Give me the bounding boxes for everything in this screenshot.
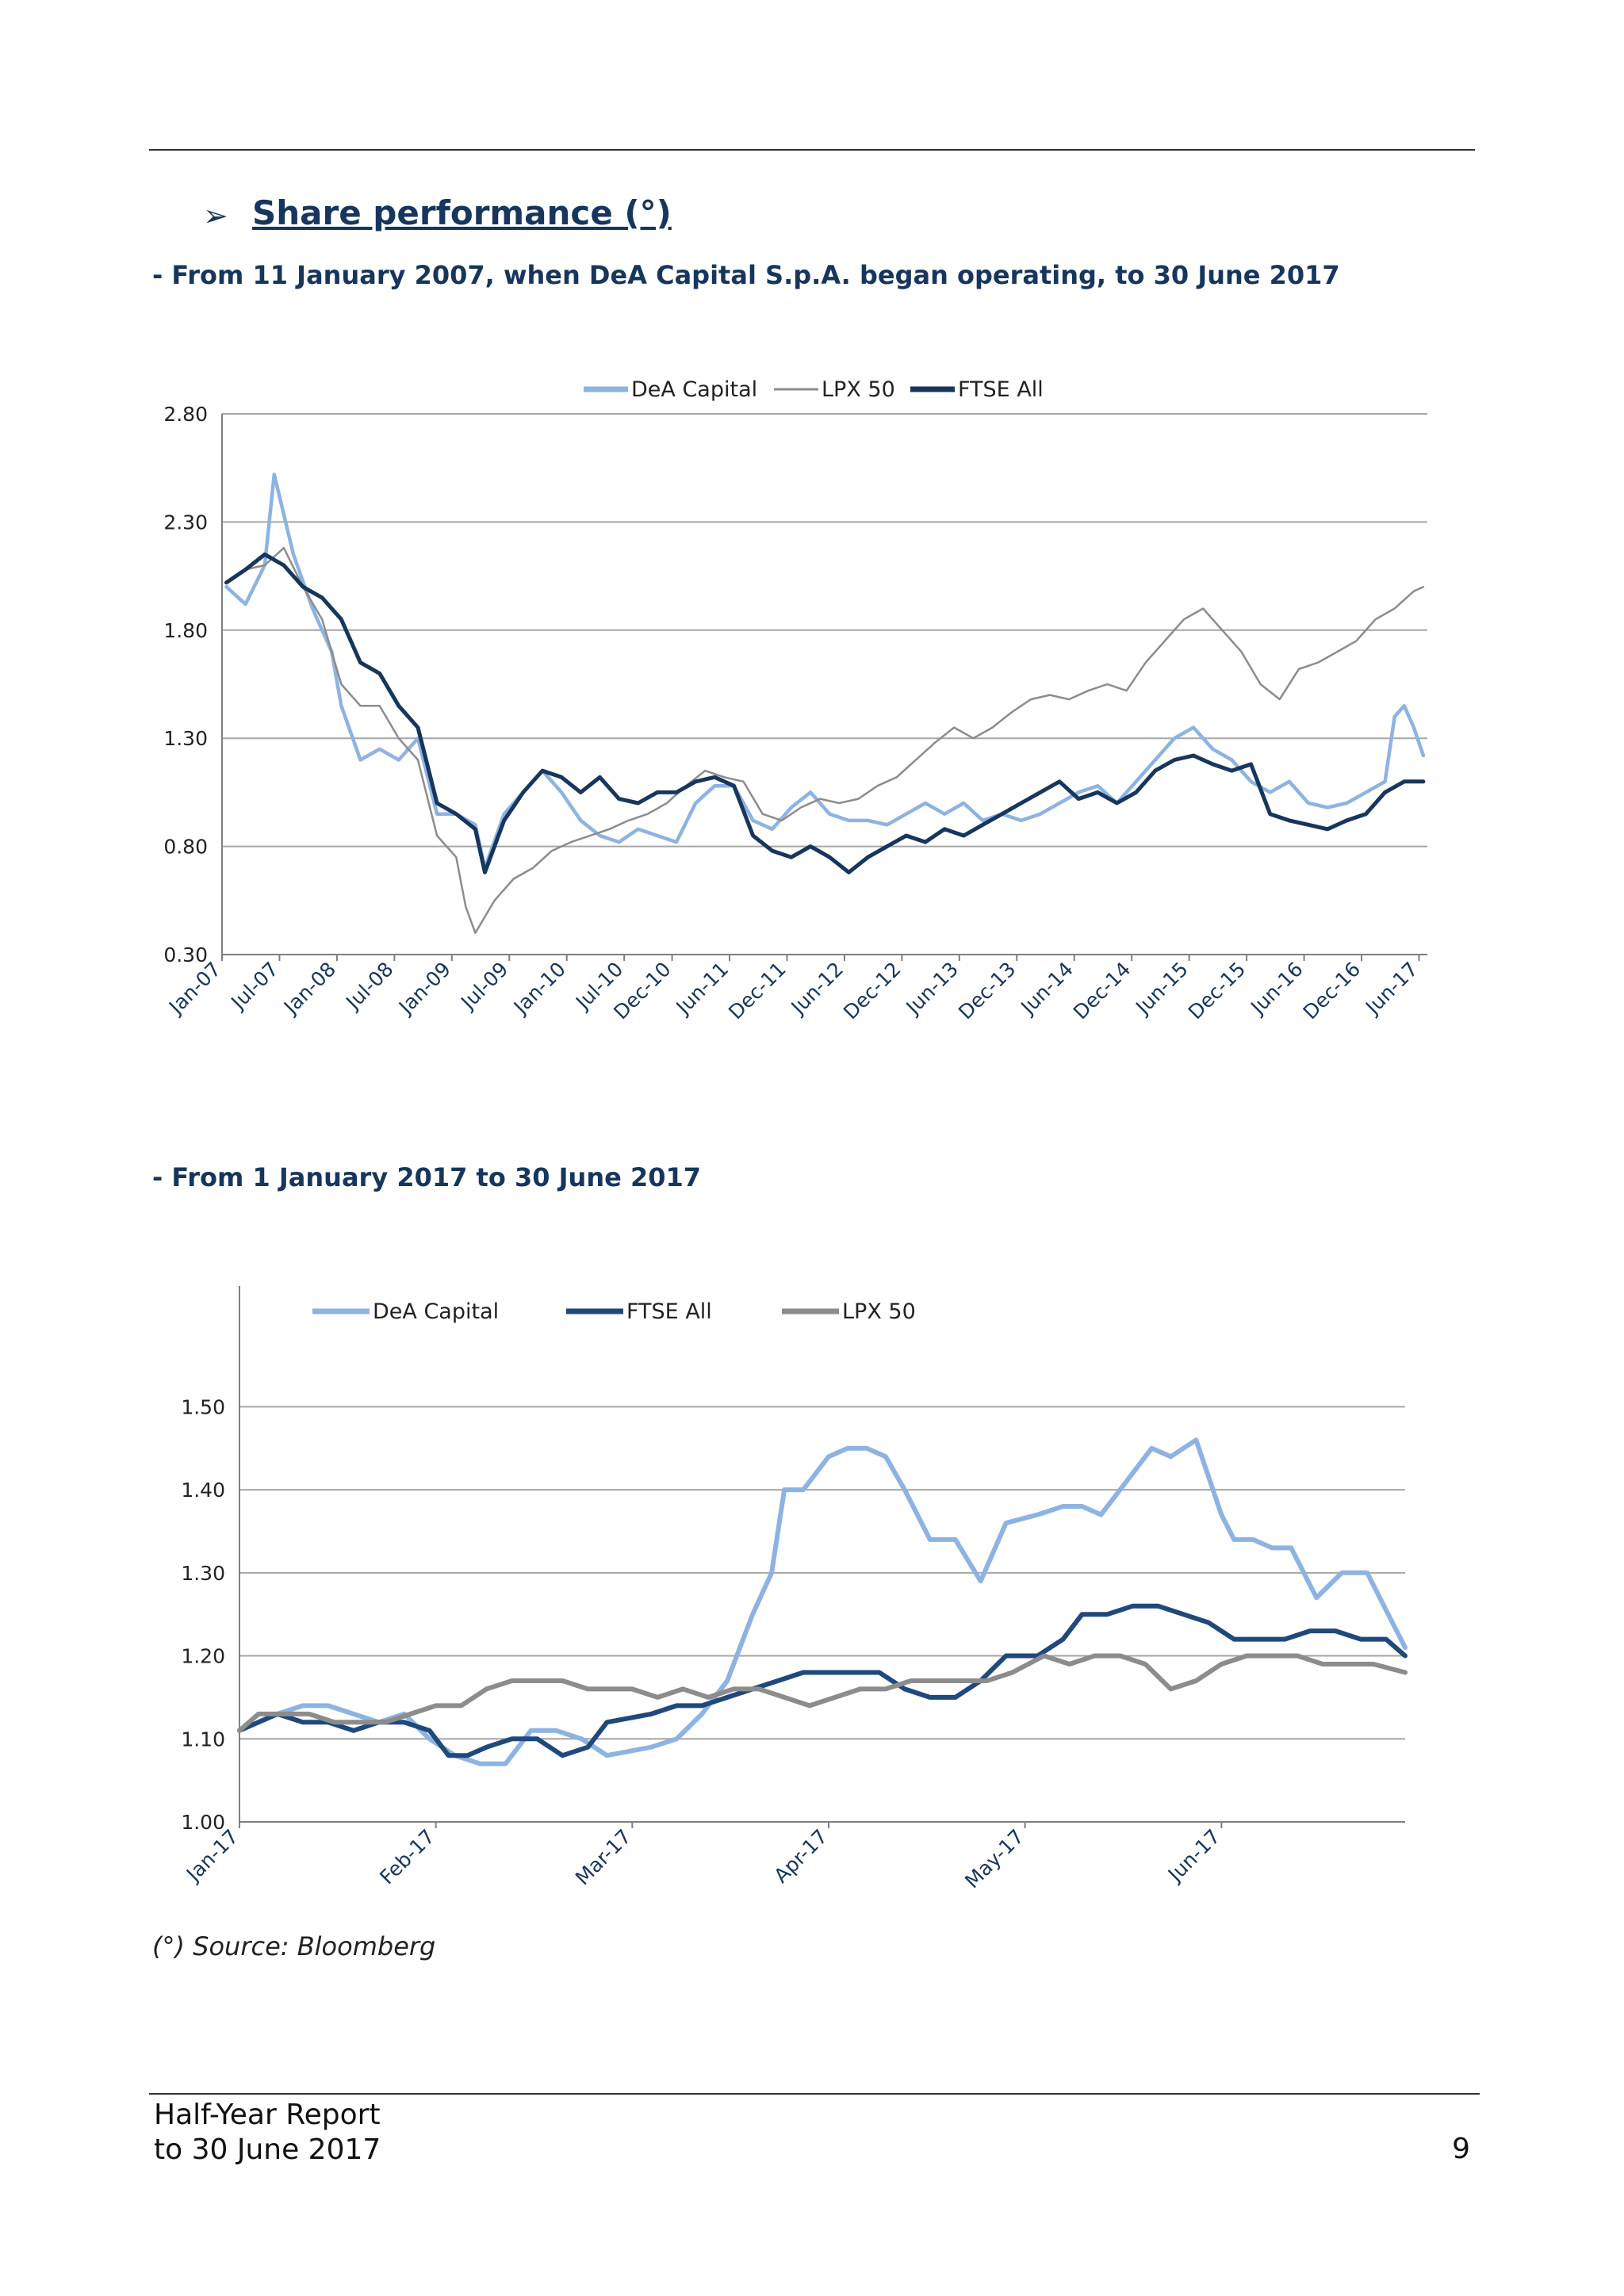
legend-label-ftse-all: FTSE All bbox=[626, 1299, 712, 1324]
y-tick-label: 2.30 bbox=[163, 511, 208, 534]
y-tick-label: 1.40 bbox=[181, 1479, 225, 1502]
x-tick-label: Dec-13 bbox=[954, 958, 1021, 1024]
x-tick-label: Jun-12 bbox=[786, 958, 848, 1020]
legend-label-lpx-50: LPX 50 bbox=[842, 1299, 916, 1324]
x-tick-label: Jun-17 bbox=[1162, 1825, 1224, 1887]
chart1-subtitle: - From 11 January 2007, when DeA Capital… bbox=[152, 260, 1340, 290]
y-tick-label: 2.80 bbox=[163, 403, 208, 426]
footer-line-1: Half-Year Report bbox=[154, 2099, 381, 2131]
legend-label-lpx-50: LPX 50 bbox=[822, 377, 895, 402]
x-tick-label: Apr-17 bbox=[769, 1825, 832, 1888]
x-tick-label: Jul-07 bbox=[226, 958, 283, 1015]
x-tick-label: Dec-14 bbox=[1069, 958, 1136, 1024]
y-tick-label: 0.80 bbox=[163, 836, 208, 859]
y-tick-label: 1.10 bbox=[181, 1728, 225, 1751]
bottom-rule bbox=[149, 2093, 1480, 2095]
y-tick-label: 1.30 bbox=[163, 727, 208, 750]
section-heading: Share performance (°) bbox=[252, 193, 672, 232]
legend-label-ftse-all: FTSE All bbox=[958, 377, 1044, 402]
x-tick-label: Dec-12 bbox=[839, 958, 906, 1024]
source-note: (°) Source: Bloomberg bbox=[152, 1931, 436, 1961]
x-tick-label: Dec-11 bbox=[724, 958, 791, 1024]
x-tick-label: Jan-10 bbox=[508, 958, 570, 1020]
series-line-dea-capital bbox=[224, 473, 1426, 871]
x-tick-label: Mar-17 bbox=[571, 1825, 636, 1890]
x-tick-label: Jun-11 bbox=[671, 958, 733, 1020]
footer-line-2: to 30 June 2017 bbox=[154, 2133, 381, 2166]
x-tick-label: Dec-15 bbox=[1184, 958, 1251, 1024]
series-line-lpx-50 bbox=[225, 546, 1425, 934]
x-tick-label: Jun-16 bbox=[1245, 958, 1307, 1020]
x-tick-label: Jun-17 bbox=[1360, 958, 1422, 1020]
x-tick-label: Jun-14 bbox=[1016, 958, 1078, 1020]
y-tick-label: 0.30 bbox=[163, 943, 208, 966]
series-line-ftse-all bbox=[224, 552, 1426, 874]
y-tick-label: 1.20 bbox=[181, 1645, 225, 1668]
y-tick-label: 1.80 bbox=[163, 619, 208, 642]
heading-bullet-icon: ➢ bbox=[203, 198, 228, 233]
x-tick-label: Jan-07 bbox=[163, 958, 225, 1020]
x-tick-label: Jul-08 bbox=[340, 958, 397, 1015]
x-tick-label: Jul-09 bbox=[455, 958, 512, 1015]
x-tick-label: Dec-16 bbox=[1299, 958, 1365, 1024]
top-rule bbox=[149, 149, 1475, 151]
x-tick-label: Jan-08 bbox=[278, 958, 340, 1020]
x-tick-label: Feb-17 bbox=[375, 1825, 439, 1889]
chart2-subtitle: - From 1 January 2017 to 30 June 2017 bbox=[152, 1162, 701, 1192]
series-line-ftse-all bbox=[237, 1603, 1408, 1758]
legend-label-dea-capital: DeA Capital bbox=[373, 1299, 499, 1324]
x-tick-label: Jun-13 bbox=[901, 958, 963, 1020]
x-tick-label: Jan-09 bbox=[393, 958, 455, 1020]
y-tick-label: 1.30 bbox=[181, 1562, 225, 1585]
y-tick-label: 1.50 bbox=[181, 1395, 225, 1418]
x-tick-label: Jun-15 bbox=[1130, 958, 1192, 1020]
footer-title: Half-Year Report to 30 June 2017 bbox=[154, 2098, 381, 2168]
y-tick-label: 1.00 bbox=[181, 1811, 225, 1834]
page-number: 9 bbox=[1452, 2133, 1470, 2165]
series-line-lpx-50 bbox=[237, 1653, 1408, 1733]
x-tick-label: Jan-17 bbox=[181, 1825, 243, 1887]
x-tick-label: May-17 bbox=[960, 1825, 1028, 1893]
legend-label-dea-capital: DeA Capital bbox=[631, 377, 757, 402]
